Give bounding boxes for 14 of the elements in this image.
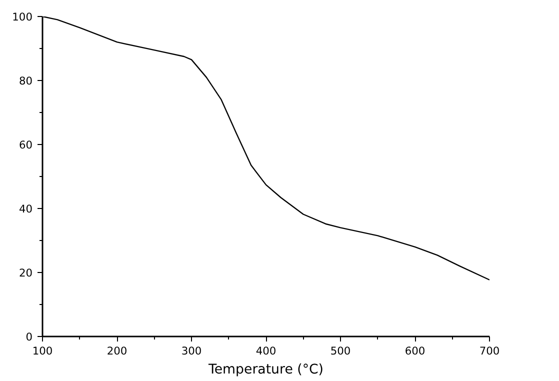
x-tick-label: 600 — [404, 344, 426, 358]
y-tick-label: 40 — [18, 202, 33, 216]
x-tick-label: 500 — [330, 344, 351, 358]
x-tick-label: 200 — [106, 344, 128, 358]
y-tick-label: 80 — [18, 74, 33, 88]
y-tick-label: 20 — [18, 266, 33, 280]
x-tick-label: 300 — [181, 344, 202, 358]
y-tick-label: 0 — [26, 330, 33, 344]
y-tick-label: 60 — [18, 138, 33, 152]
x-tick-label: 700 — [479, 344, 500, 358]
y-tick-label: 100 — [12, 10, 33, 24]
x-tick-label: 400 — [256, 344, 276, 358]
x-tick-label: 100 — [32, 344, 53, 358]
x-axis-title: Temperature (°C) — [207, 362, 324, 378]
